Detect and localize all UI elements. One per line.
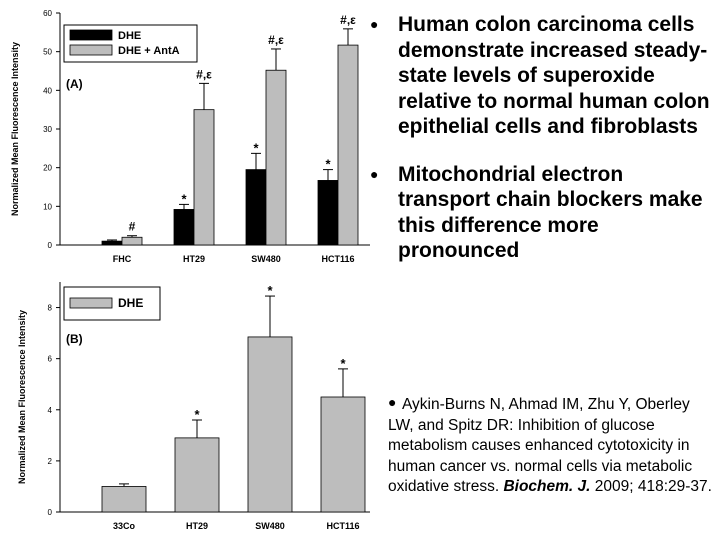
y-tick-label: 4: [48, 406, 53, 415]
y-tick-label: 2: [48, 457, 53, 466]
y-tick-label: 60: [43, 9, 52, 18]
bar: [320, 396, 366, 513]
x-tick-label: 33Co: [113, 521, 136, 531]
significance-label: #,ε: [340, 13, 356, 27]
bullet-item: ● Human colon carcinoma cells demonstrate…: [370, 12, 714, 140]
significance-label: *: [340, 356, 346, 371]
reference-citation: ● Aykin-Burns N, Ahmad IM, Zhu Y, Oberley…: [388, 392, 716, 498]
bullet-item: ● Mitochondrial electron transport chain …: [370, 162, 714, 264]
bullet-icon: ●: [370, 165, 379, 182]
panel-label: (A): [66, 77, 83, 91]
significance-label: #,ε: [196, 67, 212, 81]
significance-label: *: [181, 191, 187, 206]
y-tick-label: 0: [48, 241, 53, 250]
bar: [337, 44, 359, 246]
legend-label: DHE: [118, 30, 141, 42]
reference-text: Aykin-Burns N, Ahmad IM, Zhu Y, Oberley …: [388, 396, 693, 495]
y-tick-label: 30: [43, 125, 52, 134]
y-tick-label: 0: [48, 508, 53, 517]
legend-swatch: [69, 44, 113, 56]
bar: [173, 209, 195, 246]
x-tick-label: SW480: [251, 254, 281, 264]
bullet-icon: ●: [370, 16, 379, 32]
bullet-list: ● Human colon carcinoma cells demonstrate…: [370, 8, 714, 264]
bar: [265, 69, 287, 246]
x-tick-label: HCT116: [321, 254, 354, 264]
bar: [193, 109, 215, 246]
bar: [121, 236, 143, 246]
legend-swatch: [69, 297, 113, 309]
y-axis-label: Normalized Mean Fluorescence Intensity: [17, 310, 27, 484]
y-tick-label: 40: [43, 86, 52, 95]
bar: [101, 240, 123, 246]
bar: [101, 486, 147, 513]
x-tick-label: HCT116: [326, 521, 359, 531]
bar: [174, 437, 220, 513]
citation-details: 2009; 418:29-37.: [594, 478, 712, 495]
journal-name: Biochem. J.: [503, 478, 591, 495]
y-axis-label: Normalized Mean Fluorescence Intensity: [10, 42, 20, 216]
y-tick-label: 6: [48, 355, 53, 364]
x-tick-label: HT29: [183, 254, 205, 264]
panel-label: (B): [66, 332, 83, 346]
x-tick-label: SW480: [255, 521, 285, 531]
y-tick-label: 50: [43, 48, 52, 57]
legend-swatch: [69, 29, 113, 41]
y-tick-label: 8: [48, 304, 53, 313]
chart-b: 0 2 4 6 8 Normalized Mean Fluorescence Intens…: [17, 282, 370, 531]
legend-label: DHE: [118, 296, 143, 310]
significance-label: *: [267, 283, 273, 298]
y-tick-label: 20: [43, 164, 52, 173]
significance-label: #: [129, 220, 136, 234]
bullet-icon: ●: [388, 394, 397, 410]
bar: [247, 336, 293, 513]
significance-label: *: [194, 407, 200, 422]
chart-a: 0 10 20 30 40 50 60 Normalized Mean Fluorescenc…: [10, 9, 370, 264]
bullet-text: Human colon carcinoma cells demonstrate …: [398, 13, 710, 138]
legend-label: DHE + AntA: [118, 45, 180, 57]
bar: [245, 169, 267, 246]
bullet-text: Mitochondrial electron transport chain b…: [398, 162, 703, 263]
significance-label: #,ε: [268, 33, 284, 47]
significance-label: *: [325, 157, 331, 172]
significance-label: *: [253, 140, 259, 155]
x-tick-label: FHC: [113, 254, 132, 264]
x-tick-label: HT29: [186, 521, 208, 531]
bar: [317, 180, 339, 246]
y-tick-label: 10: [43, 202, 52, 211]
